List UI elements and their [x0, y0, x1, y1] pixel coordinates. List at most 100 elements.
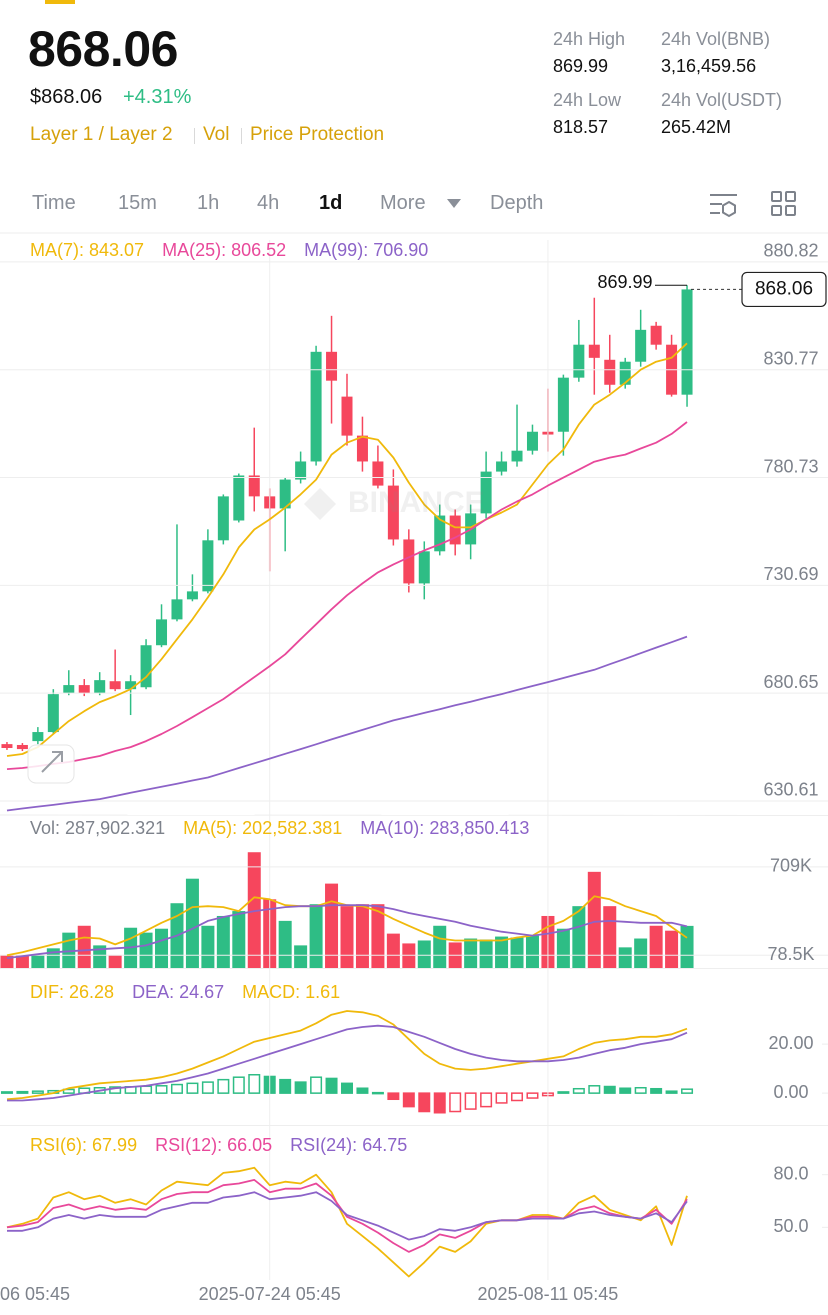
high-label: 869.99 [597, 272, 652, 292]
volume-bar [495, 936, 509, 968]
volume-bar [93, 945, 107, 968]
legend-name: DIF [30, 982, 69, 1002]
legend-item: DIF26.28 [30, 982, 114, 1002]
expand-button[interactable] [27, 744, 75, 784]
candle-body [16, 744, 28, 750]
volume-bar [247, 852, 261, 968]
candle-body [140, 645, 152, 688]
volume-bar [464, 938, 478, 968]
volume-bar [15, 955, 29, 968]
legend-name: RSI(6) [30, 1135, 92, 1155]
separator [194, 128, 195, 144]
legend-name: MA(99) [304, 240, 373, 260]
y-tick-label: 730.69 [763, 564, 818, 584]
macd-bar [557, 1091, 570, 1094]
macd-bar [248, 1074, 261, 1094]
macd-bar [31, 1090, 44, 1094]
candle-body [449, 515, 461, 545]
volume-bar [525, 935, 539, 968]
macd-bar [449, 1092, 462, 1113]
accent-bar [45, 0, 75, 4]
volume-bar [278, 920, 292, 968]
volume-bar [665, 930, 679, 968]
macd-bar [186, 1082, 199, 1094]
macd-bar [16, 1090, 29, 1094]
volume-bar [649, 925, 663, 968]
legend-value: 66.05 [227, 1135, 273, 1155]
candle-body [526, 431, 538, 451]
legend: RSI(6)67.99 RSI(12)66.05 RSI(24)64.75 [30, 1135, 425, 1156]
settings-icon[interactable] [710, 194, 737, 218]
tag[interactable]: Price Protection [250, 124, 385, 145]
stat-label: 24h High [553, 29, 626, 49]
volume-bar [185, 878, 199, 968]
y-tick-label: 880.82 [763, 241, 818, 261]
tag[interactable]: Vol [203, 124, 230, 145]
tab[interactable]: Time [32, 192, 76, 214]
tab[interactable]: 15m [118, 192, 157, 214]
candle-body [63, 685, 75, 694]
volume-bar [355, 904, 369, 968]
tab[interactable]: 1d [319, 192, 343, 214]
tab[interactable]: Depth [490, 192, 544, 214]
volume-bar [340, 906, 354, 968]
volume-bar [587, 871, 601, 968]
volume-bar [402, 943, 416, 968]
indicator-line [6, 421, 688, 770]
legend: DIF26.28 DEA24.67 MACD1.61 [30, 982, 358, 1003]
candle-body [387, 485, 399, 540]
macd-bar [634, 1086, 647, 1094]
tag[interactable]: Layer 1 / Layer 2 [30, 124, 173, 145]
candle-body [588, 344, 600, 358]
candle-body [650, 325, 662, 345]
layout-icon[interactable] [771, 191, 796, 216]
legend-value: 843.07 [89, 240, 145, 260]
legend-name: RSI(12) [155, 1135, 227, 1155]
legend-value: 67.99 [92, 1135, 138, 1155]
macd-bar [217, 1078, 230, 1094]
stat-value: 265.42M [661, 117, 732, 137]
tab[interactable]: 4h [257, 192, 280, 214]
panel-divider [0, 814, 828, 816]
candle-body [326, 351, 338, 381]
macd-bar [232, 1076, 245, 1094]
macd-bar [201, 1081, 214, 1094]
candle-body [248, 475, 260, 497]
candle-body [94, 680, 106, 694]
macd-bar [371, 1091, 384, 1095]
tab[interactable]: 1h [197, 192, 220, 214]
stat-label: 24h Low [553, 90, 622, 110]
candle-body [511, 450, 523, 462]
tab[interactable]: More [380, 192, 426, 214]
volume-bar [309, 904, 323, 968]
volume-bar [433, 925, 447, 968]
legend-value: 24.67 [179, 982, 225, 1002]
legend-name: MA(10) [360, 818, 429, 838]
candle-body [434, 515, 446, 552]
volume-bar [680, 925, 694, 968]
watermark: BINANCE [304, 486, 485, 520]
macd-bar [155, 1085, 168, 1094]
candle-body [341, 396, 353, 436]
legend-item: MA(99)706.90 [304, 240, 428, 260]
y-tick-label: 780.73 [763, 456, 818, 476]
macd-bar [495, 1092, 508, 1104]
volume-bar [31, 955, 45, 968]
stat-label: 24h Vol(BNB) [661, 29, 771, 49]
y-tick-label: 80.0 [773, 1163, 808, 1183]
indicator-line [6, 1179, 688, 1253]
macd-bar [109, 1086, 122, 1094]
macd-bar [310, 1076, 323, 1094]
legend-name: MA(25) [162, 240, 231, 260]
candle-body [125, 681, 137, 690]
y-tick-label: 50.0 [773, 1216, 808, 1236]
candle-body [202, 540, 214, 592]
separator [241, 128, 242, 144]
legend-name: MA(5) [183, 818, 242, 838]
dropdown-caret[interactable] [447, 199, 461, 208]
watermark-logo [304, 488, 336, 520]
volume-bar [417, 940, 431, 968]
plot-layer [0, 240, 694, 1280]
candle-body [47, 694, 59, 733]
